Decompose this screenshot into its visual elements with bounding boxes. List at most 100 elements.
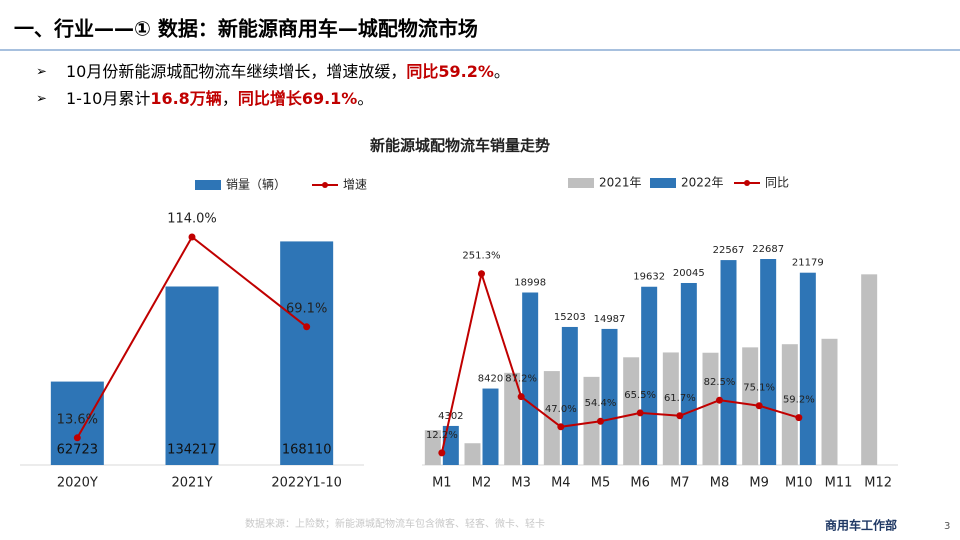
bar bbox=[799, 272, 816, 465]
line-point bbox=[303, 323, 311, 331]
bar bbox=[861, 274, 878, 465]
bar bbox=[50, 381, 104, 465]
bullet-segment: 16.8万辆 bbox=[150, 89, 221, 108]
line-value-label: 54.4% bbox=[585, 398, 617, 409]
bar bbox=[442, 425, 459, 465]
line bbox=[440, 269, 800, 454]
bullet-text: 1-10月累计16.8万辆，同比增长69.1%。 bbox=[66, 89, 373, 108]
x-tick-label: 2022Y1-10 bbox=[271, 476, 342, 491]
line-point bbox=[795, 414, 803, 422]
x-tick-label: M7 bbox=[670, 476, 690, 491]
x-tick-label: M2 bbox=[472, 476, 492, 491]
bar bbox=[522, 292, 539, 465]
footer-department: 商用车工作部 bbox=[825, 518, 897, 533]
bar-value-label: 21179 bbox=[792, 258, 824, 269]
legend-swatch bbox=[650, 178, 676, 188]
bar-value-label: 8420 bbox=[478, 374, 503, 385]
bar bbox=[781, 344, 798, 465]
x-tick-label: M4 bbox=[551, 476, 571, 491]
bar bbox=[742, 347, 759, 465]
bullet-marker: ➢ bbox=[36, 92, 47, 107]
legend-dot bbox=[744, 180, 750, 186]
bar bbox=[543, 371, 560, 465]
bar bbox=[702, 352, 719, 465]
bullet-segment: 同比增长69.1% bbox=[238, 89, 358, 108]
legend-label: 销量（辆） bbox=[226, 178, 286, 192]
bullet-segment: 。 bbox=[494, 62, 510, 81]
bar bbox=[482, 388, 499, 465]
legend-dot bbox=[322, 182, 328, 188]
bar bbox=[623, 357, 640, 465]
bar-value-label: 19632 bbox=[633, 272, 665, 283]
bullet-segment: 。 bbox=[357, 89, 373, 108]
line-point bbox=[557, 423, 565, 431]
line-point bbox=[188, 233, 196, 241]
header-title: 一、行业——① 数据：新能源商用车—城配物流市场 bbox=[14, 17, 478, 41]
bullet-text: 10月份新能源城配物流车继续增长，增速放缓，同比59.2%。 bbox=[66, 62, 510, 81]
bar-value-label: 20045 bbox=[673, 268, 705, 279]
line-point bbox=[517, 393, 525, 401]
x-tick-label: M3 bbox=[511, 476, 531, 491]
bar-value-label: 134217 bbox=[167, 443, 217, 458]
x-tick-label: M10 bbox=[785, 476, 813, 491]
bullet-segment: 同比59.2% bbox=[406, 62, 494, 81]
line-value-label: 114.0% bbox=[167, 212, 217, 227]
line-point bbox=[676, 412, 684, 420]
footer-source: 数据来源：上险数；新能源城配物流车包含微客、轻客、微卡、轻卡 bbox=[245, 517, 545, 530]
bar bbox=[760, 259, 777, 465]
bullet-segment: 1-10月累计 bbox=[66, 89, 150, 108]
legend-label: 增速 bbox=[343, 178, 367, 192]
line-point bbox=[73, 434, 81, 442]
line-value-label: 47.0% bbox=[545, 404, 577, 415]
line-point bbox=[478, 270, 485, 278]
legend-label: 同比 bbox=[765, 176, 789, 190]
bar bbox=[504, 372, 521, 465]
x-tick-label: M11 bbox=[825, 476, 853, 491]
x-tick-label: 2021Y bbox=[171, 476, 212, 491]
bar bbox=[720, 260, 737, 465]
bar bbox=[424, 430, 441, 465]
bar-value-label: 22567 bbox=[713, 245, 745, 256]
legend-label: 2022年 bbox=[681, 176, 724, 190]
bar bbox=[583, 376, 600, 465]
line-value-label: 13.6% bbox=[57, 412, 98, 427]
bar-value-label: 22687 bbox=[752, 244, 784, 255]
line-value-label: 12.2% bbox=[426, 430, 458, 441]
line-value-label: 65.5% bbox=[624, 390, 656, 401]
legend-label: 2021年 bbox=[599, 176, 642, 190]
line-point bbox=[438, 449, 446, 457]
chart-title: 新能源城配物流车销量走势 bbox=[370, 137, 550, 155]
x-tick-label: M1 bbox=[432, 476, 452, 491]
bar bbox=[561, 326, 578, 465]
line-value-label: 82.5% bbox=[704, 377, 736, 388]
line-value-label: 59.2% bbox=[783, 395, 815, 406]
page-number: 3 bbox=[944, 521, 950, 532]
legend-swatch bbox=[568, 178, 594, 188]
x-tick-label: M12 bbox=[864, 476, 892, 491]
bullet-marker: ➢ bbox=[36, 65, 47, 80]
line-value-label: 251.3% bbox=[462, 251, 500, 262]
x-tick-label: M8 bbox=[710, 476, 730, 491]
bar-value-label: 15203 bbox=[554, 312, 586, 323]
line-value-label: 75.1% bbox=[743, 383, 775, 394]
bar bbox=[280, 241, 334, 465]
bar bbox=[821, 338, 838, 465]
bar bbox=[601, 328, 618, 465]
x-tick-label: 2020Y bbox=[57, 476, 98, 491]
legend-swatch bbox=[195, 180, 221, 190]
line-value-label: 87.2% bbox=[505, 374, 537, 385]
x-tick-label: M9 bbox=[749, 476, 769, 491]
bar-value-label: 62723 bbox=[57, 443, 98, 458]
line-point bbox=[636, 409, 644, 417]
bar-value-label: 14987 bbox=[594, 314, 626, 325]
bar-value-label: 18998 bbox=[514, 277, 546, 288]
bar bbox=[680, 282, 697, 465]
bar-value-label: 168110 bbox=[282, 443, 332, 458]
line-point bbox=[716, 396, 723, 404]
bullet-segment: ， bbox=[222, 89, 238, 108]
line-value-label: 69.1% bbox=[286, 301, 327, 316]
bar bbox=[641, 286, 658, 465]
line-point bbox=[755, 402, 763, 410]
